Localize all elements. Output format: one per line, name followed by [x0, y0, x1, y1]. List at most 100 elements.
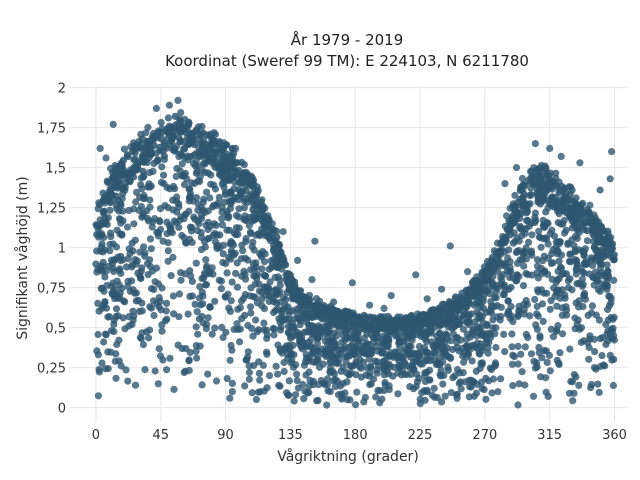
data-point [546, 367, 554, 375]
data-point [326, 368, 334, 376]
data-point [395, 339, 403, 347]
data-point [223, 208, 231, 216]
data-point [473, 278, 482, 286]
data-point [242, 238, 250, 246]
data-point [583, 259, 592, 268]
data-point [492, 343, 500, 352]
data-point [367, 330, 375, 339]
data-point [583, 237, 592, 245]
data-point [239, 247, 247, 255]
data-point [530, 179, 539, 187]
data-point [546, 175, 554, 183]
data-point [342, 368, 350, 377]
data-point [217, 150, 225, 158]
data-point [408, 361, 416, 369]
data-point [146, 303, 154, 311]
data-point [518, 368, 526, 376]
data-point [554, 205, 562, 213]
x-tick-label: 135 [278, 428, 303, 443]
data-point [98, 359, 106, 367]
data-point [198, 122, 206, 131]
data-point [150, 311, 158, 320]
data-point [235, 205, 243, 213]
data-point [232, 144, 240, 152]
data-point [235, 213, 243, 221]
data-point [195, 136, 203, 144]
data-point [514, 342, 522, 350]
data-point [172, 172, 180, 180]
data-point [95, 199, 103, 207]
y-tick-label: 1,5 [45, 162, 66, 177]
data-point [307, 342, 315, 350]
data-point [591, 348, 599, 356]
data-point [547, 259, 556, 268]
data-point [253, 263, 261, 272]
data-point [398, 365, 406, 373]
data-point [282, 276, 290, 284]
data-point [138, 307, 146, 315]
data-point [574, 202, 583, 210]
data-point [115, 281, 123, 289]
data-point [203, 188, 211, 196]
data-point [385, 386, 393, 394]
data-point [579, 280, 587, 288]
data-point [119, 207, 127, 215]
data-point [287, 350, 295, 358]
data-point [594, 380, 602, 388]
y-tick-label: 1,25 [37, 202, 66, 217]
data-point [319, 360, 327, 368]
data-point [132, 297, 140, 305]
data-point [413, 330, 421, 339]
data-point [248, 389, 256, 397]
data-point [482, 275, 491, 283]
data-point [535, 227, 543, 235]
data-point [549, 333, 558, 341]
data-point [312, 295, 321, 303]
y-axis-title: Signifikant våghöjd (m) [14, 176, 31, 339]
data-point [314, 357, 322, 365]
data-point [295, 315, 304, 323]
data-point [199, 149, 207, 157]
data-point [479, 295, 487, 303]
data-point [188, 227, 196, 235]
data-point [580, 289, 589, 297]
data-point [291, 391, 300, 399]
data-point [251, 293, 259, 301]
data-point [381, 378, 389, 387]
data-point [267, 257, 275, 265]
data-point [546, 144, 554, 152]
data-point [476, 315, 484, 323]
data-point [287, 359, 295, 367]
data-point [245, 179, 253, 187]
data-point [104, 365, 112, 373]
data-point [558, 311, 566, 319]
data-point [138, 264, 146, 272]
data-point [490, 283, 499, 291]
x-tick-label: 315 [537, 428, 562, 443]
data-point [323, 401, 331, 409]
data-point [202, 270, 210, 279]
data-point [144, 214, 152, 223]
data-point [570, 218, 578, 226]
data-point [94, 205, 102, 213]
data-point [506, 273, 514, 281]
data-point [370, 375, 378, 383]
data-point [608, 245, 616, 253]
data-point [113, 226, 121, 234]
data-point [204, 370, 212, 378]
data-point [577, 264, 585, 273]
data-point [555, 257, 563, 265]
data-point [583, 227, 591, 235]
data-point [472, 367, 480, 375]
data-point [324, 387, 332, 395]
data-point [109, 120, 117, 128]
data-point [250, 361, 258, 370]
data-point [228, 249, 236, 257]
data-point [508, 330, 516, 338]
data-point [603, 330, 611, 338]
data-point [515, 272, 523, 281]
data-point [515, 237, 523, 245]
data-point [146, 196, 154, 204]
data-point [555, 359, 563, 367]
data-point [227, 341, 235, 350]
